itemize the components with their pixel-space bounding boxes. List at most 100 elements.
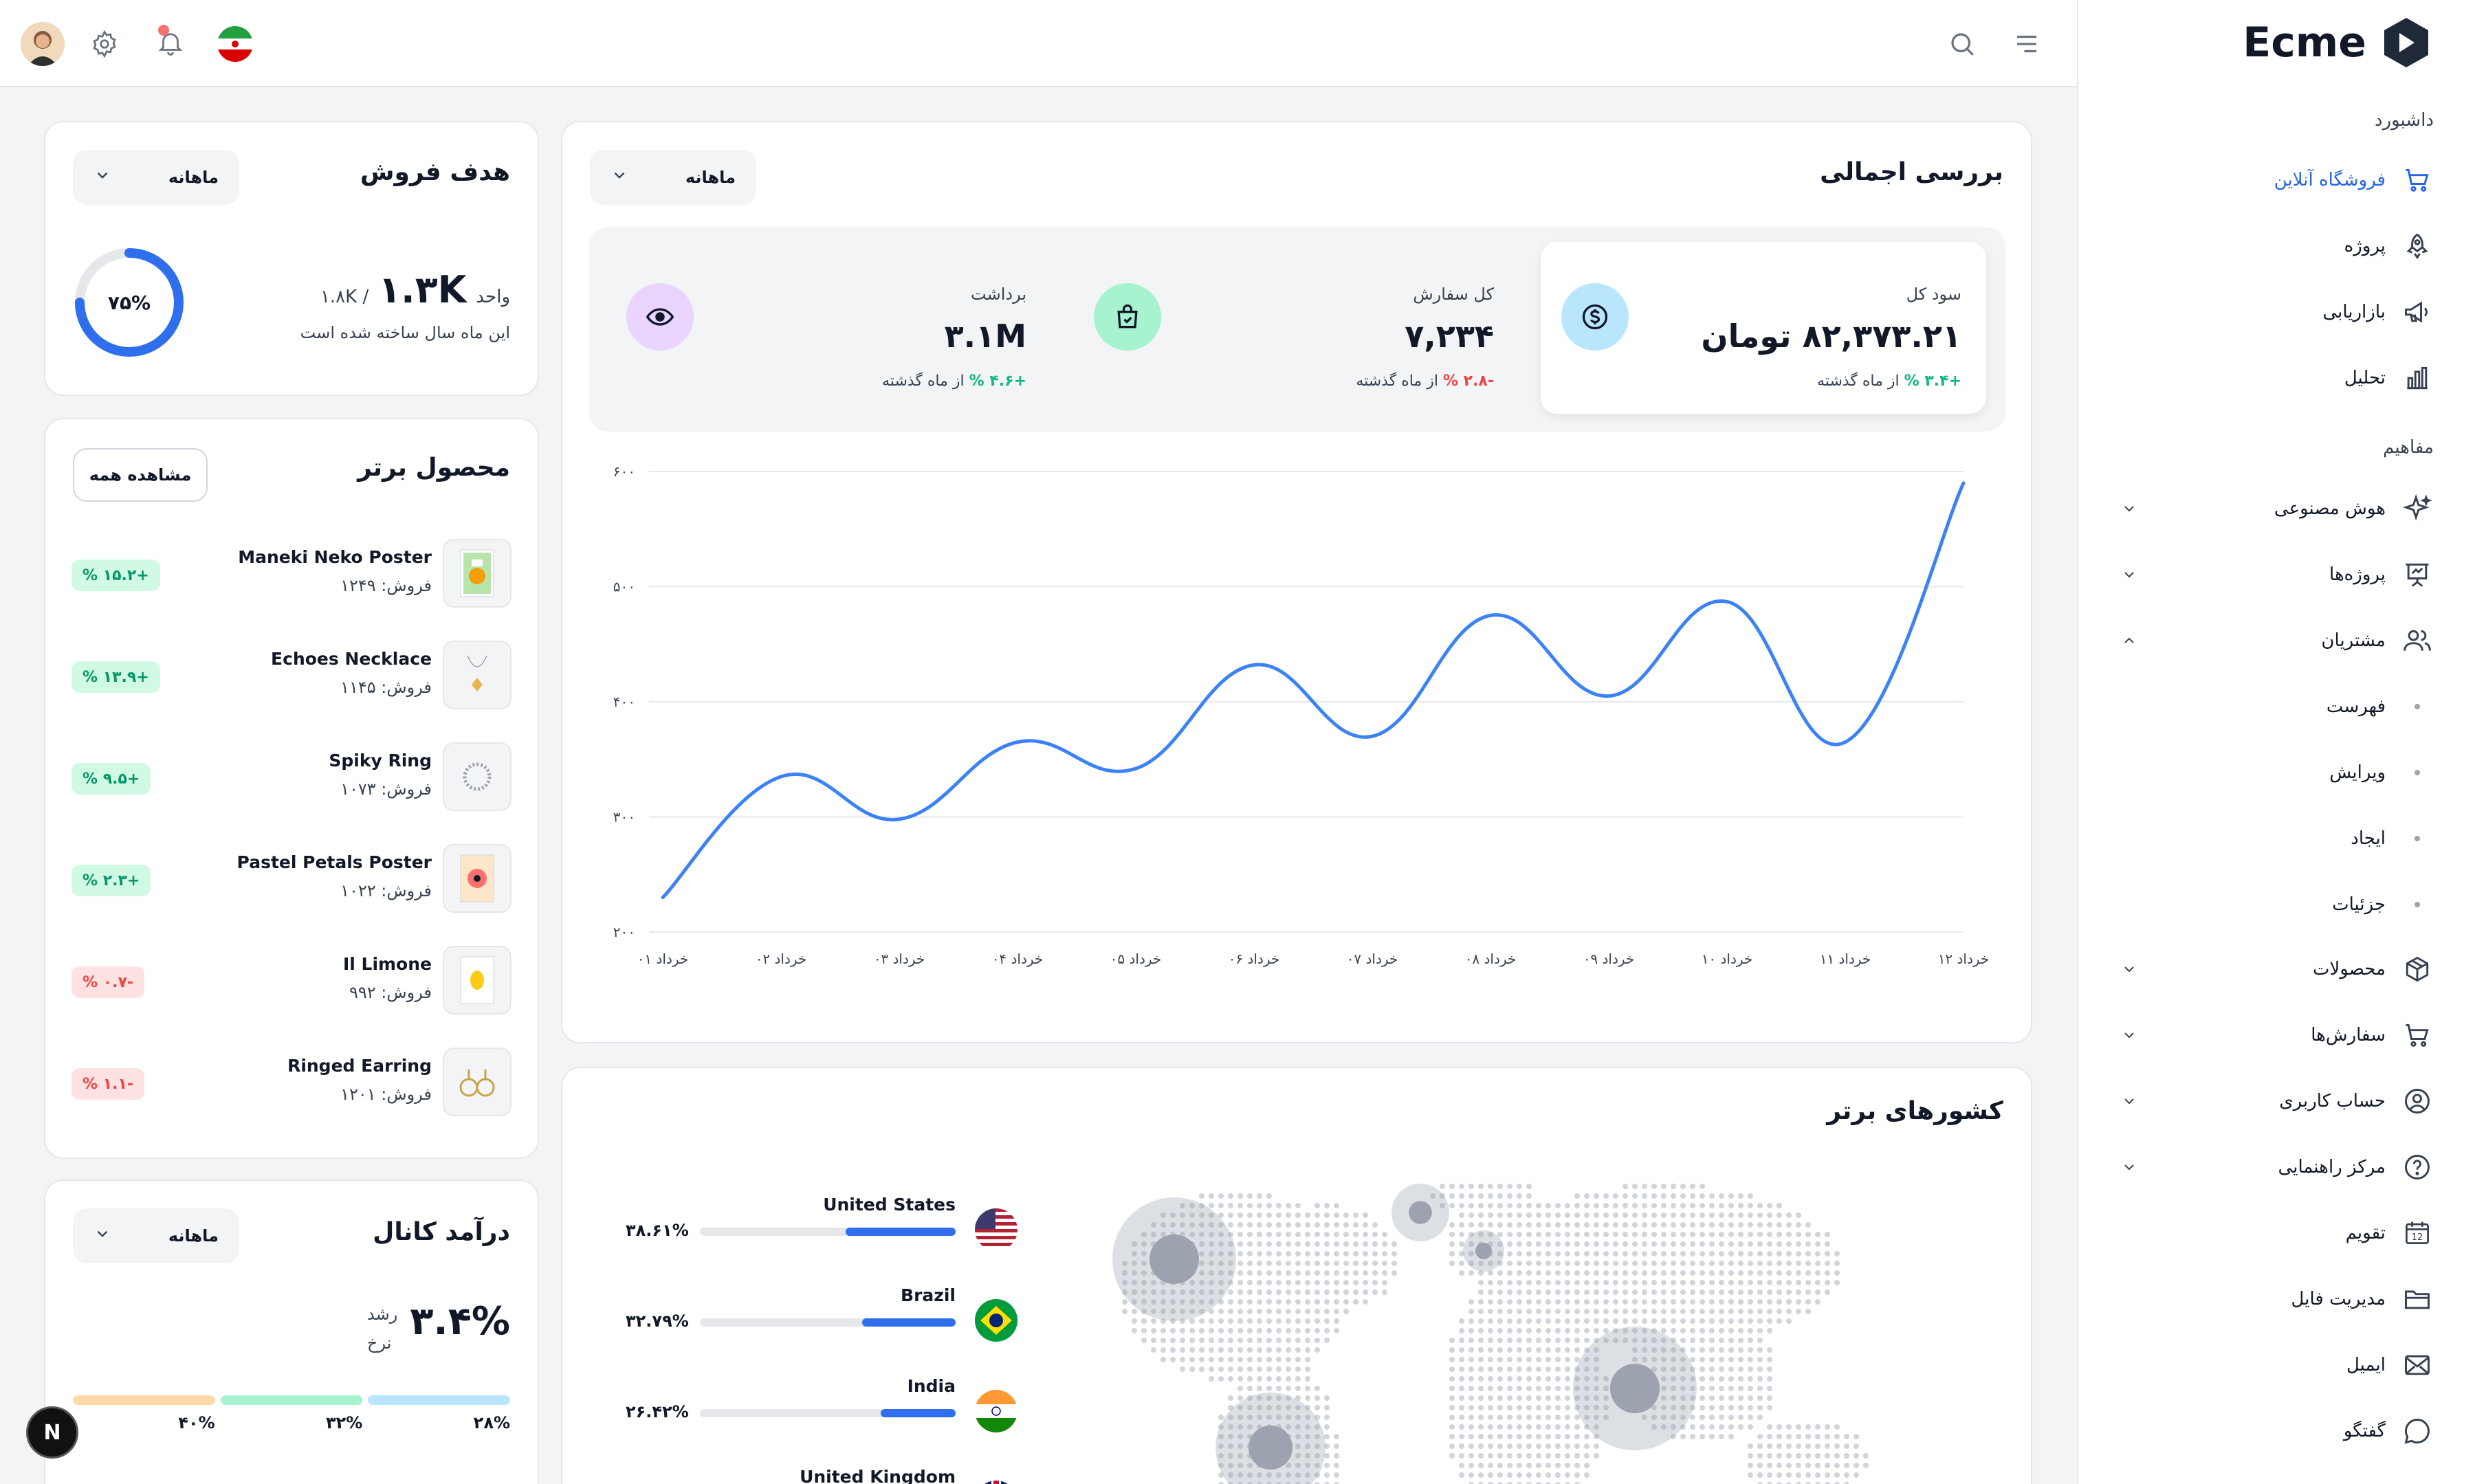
- sidebar-item-project[interactable]: پروژه: [2120, 225, 2434, 267]
- sidebar-item-account[interactable]: حساب کاربری: [2120, 1081, 2434, 1122]
- stat-withdrawal[interactable]: برداشت ۳.۱M +۴.۶ % از ماه گذشته: [606, 242, 1051, 414]
- map-hotspot-center: [1248, 1426, 1292, 1470]
- sidebar-item-label: فروشگاه آنلاین: [2274, 170, 2386, 190]
- bullet-dot: [2401, 770, 2434, 775]
- bar-chart-icon: [2401, 362, 2434, 395]
- segment-1: [73, 1395, 215, 1405]
- chevron-down-icon[interactable]: [2120, 1092, 2139, 1111]
- chevron-down-icon[interactable]: [2120, 499, 2139, 518]
- top-countries-card: کشورهای برتر: [561, 1067, 2032, 1484]
- stat-delta: +۴.۶ % از ماه گذشته: [882, 373, 1026, 390]
- country-row[interactable]: Brazil ۳۲.۷۹%: [626, 1285, 1018, 1347]
- chevron-down-icon[interactable]: [2120, 1158, 2139, 1177]
- flag-iran-icon[interactable]: [213, 22, 257, 66]
- brazil-flag-icon: [975, 1299, 1018, 1342]
- chevron-down-icon[interactable]: [2120, 960, 2139, 979]
- product-change-badge: +۱۵.۲ %: [72, 560, 160, 591]
- x-tick-label: خرداد ۰۸: [1465, 951, 1517, 967]
- y-tick-label: ۳۰۰: [613, 809, 635, 826]
- stat-label: سود کل: [1906, 285, 1961, 304]
- sidebar-item-analytics[interactable]: تحلیل: [2120, 357, 2434, 399]
- sales-target-value: ۱.۳K: [378, 268, 467, 311]
- sidebar-item-products[interactable]: محصولات: [2120, 949, 2434, 990]
- product-change-badge: -۰.۷ %: [72, 966, 145, 998]
- country-row[interactable]: United States ۳۸.۶۱%: [626, 1195, 1018, 1256]
- product-change-badge: +۱۳.۹ %: [72, 661, 160, 693]
- sidebar-subitem-edit[interactable]: ویرایش: [2120, 752, 2434, 793]
- product-row[interactable]: Pastel Petals Poster فروش: ۱۰۲۲ +۲.۳ %: [72, 844, 512, 913]
- sidebar-subitem-details[interactable]: جزئیات: [2120, 884, 2434, 925]
- growth-label-2: نرخ: [367, 1333, 392, 1353]
- country-row[interactable]: India ۲۶.۴۲%: [626, 1376, 1018, 1438]
- chevron-up-icon[interactable]: [2120, 631, 2139, 650]
- country-name: United Kingdom: [800, 1467, 956, 1484]
- product-row[interactable]: Spiky Ring فروش: ۱۰۷۳ +۹.۵ %: [72, 742, 512, 811]
- map-hotspot-center: [1610, 1364, 1660, 1413]
- chevron-down-icon: [94, 1225, 111, 1247]
- chat-icon: [2401, 1415, 2434, 1448]
- sidebar-item-calendar[interactable]: 12 تقویم: [2120, 1212, 2434, 1254]
- stat-value: ۷,۲۳۴: [1405, 318, 1494, 355]
- stat-total-orders[interactable]: کل سفارش ۷,۲۳۴ -۲.۸ % از ماه گذشته: [1073, 242, 1519, 414]
- segment-3: [368, 1395, 511, 1405]
- sidebar-item-label: مشتریان: [2321, 630, 2386, 651]
- sidebar-item-email[interactable]: ایمیل: [2120, 1344, 2434, 1386]
- sidebar-subitem-label: جزئیات: [2332, 894, 2386, 915]
- country-progress-bar: [700, 1228, 956, 1236]
- sidebar-item-help-center[interactable]: مرکز راهنمایی: [2120, 1147, 2434, 1188]
- users-icon: [2401, 624, 2434, 657]
- sidebar-item-ai[interactable]: هوش مصنوعی: [2120, 488, 2434, 529]
- search-icon[interactable]: [1940, 22, 1984, 66]
- product-thumbnail: [443, 641, 512, 709]
- india-flag-icon: [975, 1390, 1018, 1432]
- logo-icon: [2384, 18, 2428, 67]
- x-tick-label: خرداد ۰۲: [756, 951, 807, 967]
- product-row[interactable]: Il Limone فروش: ۹۹۲ -۰.۷ %: [72, 946, 512, 1015]
- cart-icon: [2401, 164, 2434, 197]
- product-row[interactable]: Echoes Necklace فروش: ۱۱۴۵ +۱۳.۹ %: [72, 641, 512, 709]
- sidebar-subitem-create[interactable]: ایجاد: [2120, 818, 2434, 859]
- chevron-down-icon[interactable]: [2120, 565, 2139, 584]
- product-row[interactable]: Ringed Earring فروش: ۱۲۰۱ -۱.۱ %: [72, 1048, 512, 1116]
- channel-revenue-title: درآمد کانال: [373, 1218, 510, 1246]
- country-progress-bar: [700, 1318, 956, 1327]
- sidebar-item-marketing[interactable]: بازاریابی: [2120, 291, 2434, 333]
- chevron-down-icon: [610, 166, 628, 188]
- map-hotspot-center: [1150, 1234, 1199, 1284]
- product-row[interactable]: Maneki Neko Poster فروش: ۱۲۴۹ +۱۵.۲ %: [72, 539, 512, 608]
- stat-value: ۸۲,۳۷۳.۲۱ تومان: [1701, 318, 1961, 355]
- sidebar-subitem-list[interactable]: فهرست: [2120, 686, 2434, 727]
- product-sales: فروش: ۱۱۴۵: [340, 678, 432, 697]
- stat-delta: -۲.۸ % از ماه گذشته: [1356, 373, 1494, 390]
- sidebar-item-customers[interactable]: مشتریان: [2120, 620, 2434, 661]
- menu-icon[interactable]: [2005, 22, 2049, 66]
- country-name: India: [907, 1376, 956, 1396]
- sidebar-item-chat[interactable]: گفتگو: [2120, 1410, 2434, 1452]
- product-change-badge: +۹.۵ %: [72, 763, 151, 795]
- sidebar-item-label: پروژه‌ها: [2329, 564, 2386, 585]
- channel-revenue-card: درآمد کانال ماهانه ۳.۴% رشد نرخ ۴۰% ۳۲% …: [44, 1180, 539, 1484]
- sales-target-period-select[interactable]: ماهانه: [73, 150, 239, 205]
- channel-revenue-period-select[interactable]: ماهانه: [73, 1208, 239, 1263]
- avatar[interactable]: [21, 22, 65, 66]
- chevron-down-icon[interactable]: [2120, 1026, 2139, 1045]
- sidebar-item-file-manager[interactable]: مدیریت فایل: [2120, 1278, 2434, 1320]
- sidebar-item-orders[interactable]: سفارش‌ها: [2120, 1015, 2434, 1056]
- map-hotspot-center: [1475, 1243, 1492, 1259]
- overview-period-select[interactable]: ماهانه: [590, 150, 756, 205]
- brand-logo[interactable]: Ecme: [2243, 15, 2434, 70]
- bullet-dot: [2401, 704, 2434, 709]
- gear-icon[interactable]: [82, 22, 126, 66]
- top-products-title: محصول برتر: [358, 454, 510, 482]
- floating-action-button[interactable]: N: [26, 1406, 78, 1459]
- mail-icon: [2401, 1349, 2434, 1382]
- sidebar-item-projects[interactable]: پروژه‌ها: [2120, 554, 2434, 595]
- stat-total-profit[interactable]: سود کل ۸۲,۳۷۳.۲۱ تومان +۳.۴ % از ماه گذش…: [1541, 242, 1986, 414]
- sidebar-item-online-store[interactable]: فروشگاه آنلاین: [2120, 159, 2434, 201]
- bell-icon[interactable]: [148, 21, 192, 65]
- cart-icon: [2401, 1019, 2434, 1052]
- bullet-dot: [2401, 836, 2434, 841]
- country-row[interactable]: United Kingdom: [626, 1467, 1018, 1484]
- view-all-button[interactable]: مشاهده همه: [73, 448, 208, 502]
- top-countries-title: کشورهای برتر: [1827, 1097, 2003, 1125]
